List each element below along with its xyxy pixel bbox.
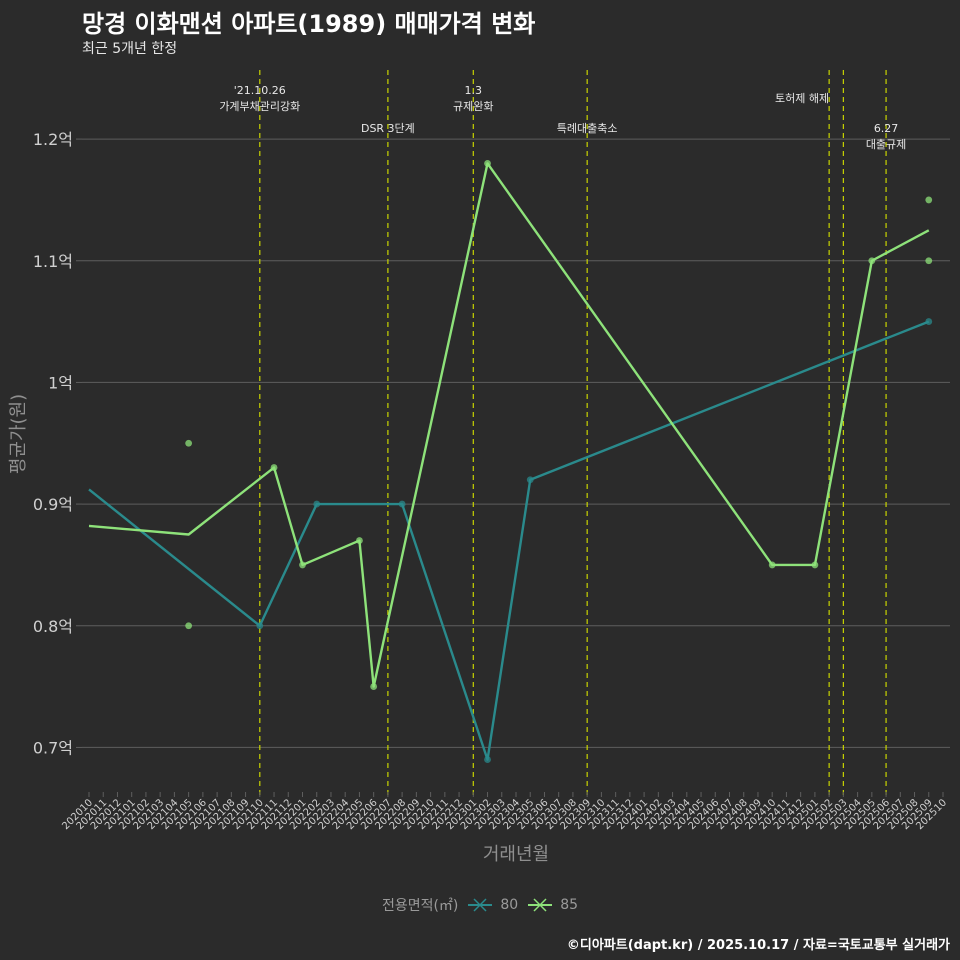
data-point-80 xyxy=(398,500,406,508)
data-point-85 xyxy=(868,257,876,265)
data-point-80 xyxy=(526,476,534,484)
data-point-80 xyxy=(925,318,933,325)
data-point-85 xyxy=(768,561,776,569)
legend-title: 전용면적(㎡) xyxy=(381,898,459,914)
chart-subtitle: 최근 5개년 한정 xyxy=(82,41,178,57)
series-layer xyxy=(88,160,933,763)
y-tick-label: 0.9억 xyxy=(33,495,73,514)
event-label: 1.3 xyxy=(465,84,483,97)
event-label: DSR 3단계 xyxy=(361,122,415,135)
legend-key-80-icon xyxy=(468,898,493,912)
series-line-85 xyxy=(88,162,930,688)
event-label: 가계부채관리강화 xyxy=(219,100,300,113)
data-point-80 xyxy=(313,500,321,508)
legend-item-80: 80 xyxy=(466,897,518,913)
legend-label-80: 80 xyxy=(500,897,519,913)
event-label: 토허제 해제 xyxy=(775,91,829,105)
legend: 전용면적(㎡) 80 85 xyxy=(0,895,960,915)
data-point-80 xyxy=(256,622,264,630)
data-point-85 xyxy=(811,561,819,569)
y-tick-label: 1억 xyxy=(48,373,73,392)
legend-label-85: 85 xyxy=(560,897,579,913)
data-point-85 xyxy=(925,257,933,265)
data-point-85 xyxy=(299,561,306,569)
event-label: '21.10.26 xyxy=(234,84,286,97)
data-point-80 xyxy=(484,756,491,763)
data-point-85 xyxy=(484,160,491,167)
data-point-85 xyxy=(270,464,278,471)
grid-layer xyxy=(82,138,950,748)
legend-item-85: 85 xyxy=(526,897,578,913)
source-caption: ©디아파트(dapt.kr) / 2025.10.17 / 자료=국토교통부 실… xyxy=(566,938,950,953)
data-point-85 xyxy=(356,537,363,544)
event-label: 특례대출축소 xyxy=(557,122,618,135)
y-axis-title: 평균가(원) xyxy=(8,394,29,474)
series-line-80 xyxy=(88,320,930,761)
data-point-85 xyxy=(185,439,193,447)
y-tick-label: 1.2억 xyxy=(33,130,73,149)
y-tick-label: 1.1억 xyxy=(33,252,73,271)
event-label: 6.27 xyxy=(874,122,899,135)
axis-layer: 0.7억0.8억0.9억1억1.1억1.2억202010202011202012… xyxy=(33,130,949,832)
y-tick-label: 0.7억 xyxy=(33,738,73,757)
data-point-85 xyxy=(925,196,933,204)
y-tick-label: 0.8억 xyxy=(33,617,73,636)
event-label: 규제완화 xyxy=(453,100,493,113)
legend-key-85-icon xyxy=(528,898,553,912)
x-axis-title: 거래년월 xyxy=(483,844,549,865)
chart-title: 망경 이화맨션 아파트(1989) 매매가격 변화 xyxy=(82,10,536,38)
event-label: 대출규제 xyxy=(866,138,906,151)
data-point-85 xyxy=(370,683,378,690)
data-point-85 xyxy=(185,622,193,630)
